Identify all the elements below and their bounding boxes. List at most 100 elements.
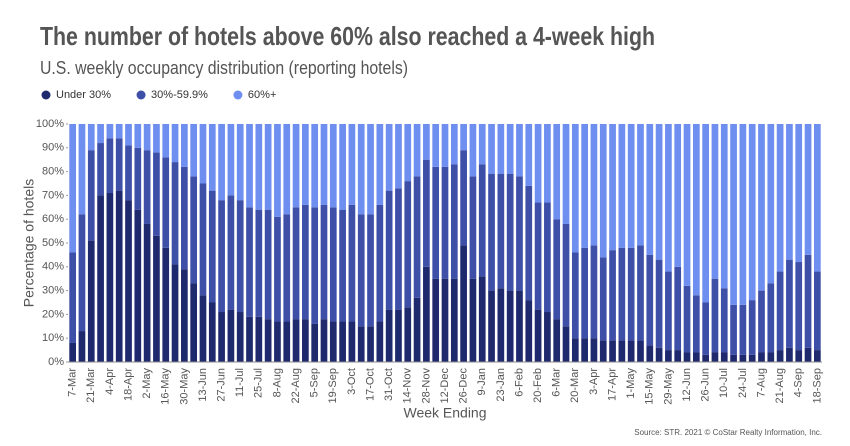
bar-segment — [804, 347, 812, 362]
bar-segment — [246, 207, 253, 317]
bar-segment — [506, 290, 514, 362]
x-tick-label: 25-Jul — [253, 368, 265, 398]
bar-segment — [665, 350, 672, 362]
bar-segment — [78, 214, 86, 332]
x-tick-label: 22-Aug — [290, 368, 302, 403]
bar-segment — [115, 138, 123, 191]
bar-segment — [339, 321, 346, 362]
bar-segment — [134, 147, 142, 210]
x-tick-label: 26-Dec — [458, 368, 470, 404]
bar-segment — [376, 321, 384, 362]
bar-segment — [432, 124, 440, 167]
bar-segment — [627, 340, 635, 362]
bar-segment — [730, 354, 737, 362]
bar-segment — [804, 254, 812, 348]
bar-segment — [348, 124, 356, 205]
bar-segment — [404, 307, 412, 362]
bar-segment — [134, 124, 142, 148]
bar-segment — [97, 124, 104, 144]
chart-title: The number of hotels above 60% also reac… — [40, 21, 655, 51]
bar-segment — [162, 247, 170, 362]
bar-segment — [236, 124, 244, 201]
bar-segment — [246, 316, 253, 362]
x-tick-label: 30-May — [178, 368, 190, 405]
bar-segment — [395, 309, 402, 362]
y-tick-label: 50% — [42, 237, 64, 249]
x-tick-label: 3-Oct — [346, 368, 358, 395]
x-tick-label: 12-Dec — [439, 368, 451, 404]
bar-segment — [478, 276, 486, 362]
bar-segment — [357, 214, 365, 327]
bar-segment — [367, 326, 374, 362]
bar-segment — [97, 143, 104, 196]
bar-segment — [562, 124, 570, 224]
bar-segment — [516, 124, 523, 177]
bar-segment — [590, 245, 598, 339]
bar-segment — [190, 283, 198, 362]
bar-segment — [153, 235, 160, 362]
x-tick-label: 15-May — [644, 368, 656, 405]
bar-segment — [367, 124, 374, 215]
bar-segment — [488, 290, 495, 362]
x-tick-label: 3-Apr — [588, 368, 600, 395]
bar-segment — [376, 204, 384, 322]
bar-segment — [208, 302, 216, 362]
bar-segment — [264, 124, 272, 210]
bar-segment — [450, 164, 458, 279]
bar-segment — [218, 312, 225, 362]
bar-segment — [302, 124, 309, 205]
bar-segment — [460, 150, 467, 246]
bar-segment — [320, 124, 328, 205]
bar-segment — [506, 173, 514, 291]
x-tick-label: 12-Jun — [681, 368, 693, 402]
y-axis-label: Percentage of hotels — [21, 179, 37, 307]
bar-segment — [516, 290, 523, 362]
y-tick-label: 10% — [42, 332, 64, 344]
bar-segment — [581, 338, 588, 362]
bar-segment — [143, 223, 151, 362]
x-tick-label: 16-May — [160, 368, 172, 405]
bar-segment — [181, 124, 188, 167]
bar-segment — [711, 352, 719, 362]
bar-segment — [571, 252, 579, 339]
bar-segment — [497, 288, 505, 362]
bar-segment — [339, 124, 346, 210]
legend-swatch — [41, 90, 51, 100]
bar-segment — [609, 250, 616, 341]
bar-segment — [199, 295, 207, 362]
bar-segment — [599, 340, 607, 362]
bar-segment — [423, 124, 430, 160]
bar-segment — [292, 124, 300, 208]
x-tick-label: 4-Sep — [793, 368, 805, 397]
bar-segment — [87, 240, 95, 362]
bar-segment — [683, 285, 691, 353]
bar-segment — [125, 124, 132, 146]
bar-segment — [460, 245, 467, 362]
bar-segment — [348, 321, 356, 362]
y-tick-label: 20% — [42, 308, 64, 320]
bar-segment — [227, 309, 235, 362]
bar-segment — [692, 352, 700, 362]
bar-segment — [571, 338, 579, 362]
bar-segment — [218, 124, 225, 201]
bar-segment — [69, 252, 77, 343]
bar-segment — [702, 124, 709, 303]
bar-segment — [134, 209, 142, 362]
bar-segment — [767, 352, 775, 362]
y-tick-label: 60% — [42, 213, 64, 225]
x-tick-label: 7-Mar — [67, 368, 79, 397]
bar-segment — [106, 138, 114, 194]
bar-segment — [702, 354, 709, 362]
bar-segment — [404, 181, 412, 308]
bar-segment — [153, 124, 160, 153]
bar-segment — [599, 124, 607, 258]
bar-segment — [739, 354, 747, 362]
bar-segment — [637, 340, 644, 362]
x-tick-label: 19-Sep — [327, 368, 339, 403]
bar-segment — [329, 124, 337, 208]
bar-segment — [208, 190, 216, 303]
bar-segment — [627, 124, 635, 248]
bar-segment — [655, 124, 663, 260]
bar-segment — [748, 124, 756, 301]
bar-segment — [758, 124, 765, 291]
